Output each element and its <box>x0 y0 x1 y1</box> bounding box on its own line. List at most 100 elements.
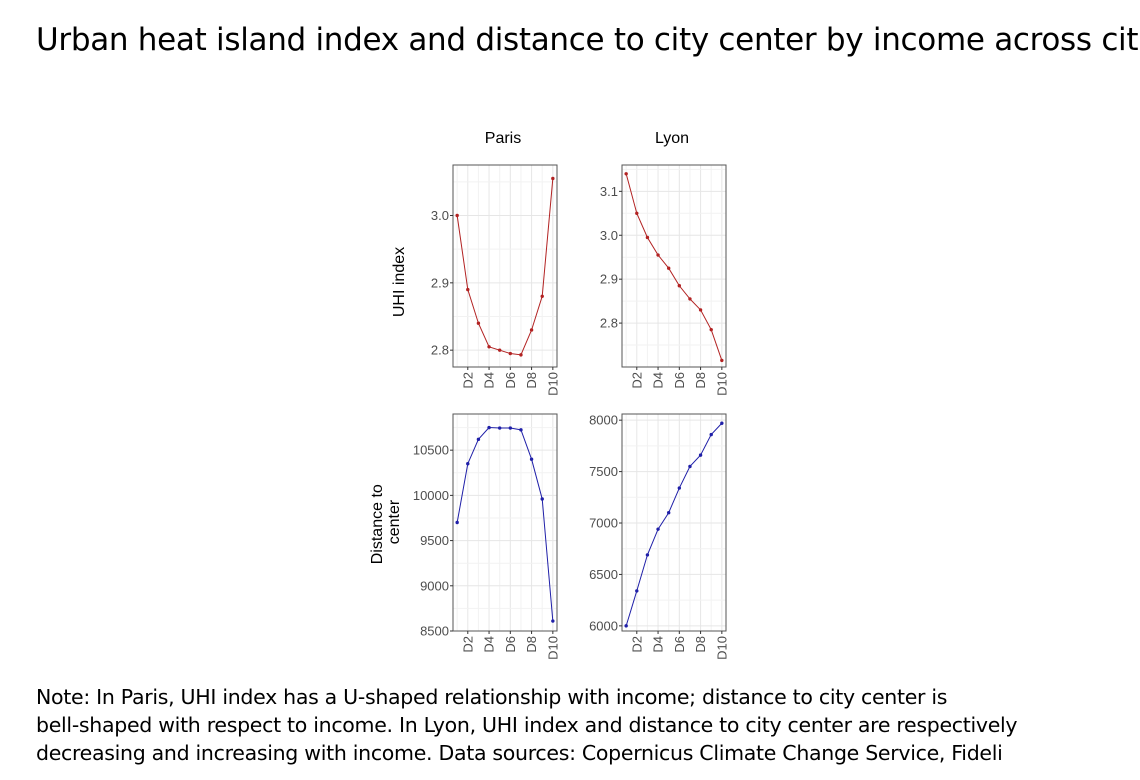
data-point <box>645 235 650 240</box>
faceted-line-chart: Paris Lyon UHI index Distance to center … <box>369 130 729 660</box>
panel-border <box>621 413 727 632</box>
note-line-2: bell-shaped with respect to income. In L… <box>36 713 1018 737</box>
note-text: Note: In Paris, UHI index has a U-shaped… <box>36 683 1116 767</box>
x-tick-label: D10 <box>714 636 729 660</box>
data-point <box>698 453 703 457</box>
row-label-distance-to-center: Distance to center <box>369 480 403 565</box>
data-point <box>656 253 660 257</box>
data-point <box>466 287 470 292</box>
data-point <box>508 426 513 430</box>
y-tick-label: 3.0 <box>600 228 618 243</box>
panel-lyon-uhi: 2.8 2.9 3.0 3.1 D2 D4 D6 D8 D10 <box>600 164 729 396</box>
facet-title-lyon: Lyon <box>655 130 689 147</box>
data-point <box>519 428 523 432</box>
y-tick-label: 7500 <box>589 464 618 479</box>
data-point <box>635 589 639 593</box>
data-point <box>677 486 682 490</box>
data-point <box>540 294 544 298</box>
data-point <box>529 457 534 461</box>
x-tick-label: D10 <box>545 636 560 660</box>
panel-background <box>622 165 726 367</box>
page-title: Urban heat island index and distance to … <box>36 22 1140 58</box>
x-tick-label: D6 <box>503 372 518 389</box>
data-point <box>529 328 534 332</box>
row-label-uhi-index: UHI index <box>391 247 408 317</box>
data-point <box>540 497 544 501</box>
data-point <box>519 353 523 357</box>
data-point <box>487 425 491 430</box>
facet-title-paris: Paris <box>485 130 521 147</box>
data-point <box>698 308 703 312</box>
data-point <box>635 211 639 216</box>
panel-paris-distance: 8500 9000 9500 10000 10500 D2 D4 D6 D8 D10 <box>413 413 560 660</box>
x-tick-label: D6 <box>503 636 518 653</box>
x-tick-label: D4 <box>482 372 497 389</box>
panel-lyon-distance: 6000 6500 7000 7500 8000 D2 D4 D6 D8 D10 <box>589 413 729 660</box>
data-point <box>720 421 724 425</box>
y-tick-label: 7000 <box>589 516 618 531</box>
x-tick-label: D4 <box>651 636 666 653</box>
data-point <box>476 437 481 442</box>
note-line-1: Note: In Paris, UHI index has a U-shaped… <box>36 685 948 709</box>
x-tick-label: D8 <box>693 372 708 389</box>
panel-border <box>452 164 558 368</box>
x-tick-label: D2 <box>629 636 644 653</box>
x-tick-label: D8 <box>524 636 539 653</box>
y-tick-label: 6000 <box>589 618 618 633</box>
panel-border <box>452 413 558 632</box>
x-tick-label: D2 <box>460 372 475 389</box>
data-point <box>677 284 682 288</box>
row-label-distance-line-2: center <box>386 499 403 544</box>
data-point <box>624 172 628 176</box>
data-point <box>656 527 660 531</box>
data-point <box>487 345 491 349</box>
data-point <box>709 432 713 437</box>
x-tick-label: D2 <box>629 372 644 389</box>
x-tick-label: D8 <box>693 636 708 653</box>
x-tick-label: D6 <box>672 636 687 653</box>
y-tick-label: 9500 <box>420 533 449 548</box>
y-tick-label: 3.1 <box>600 184 618 199</box>
panel-background <box>453 165 557 367</box>
data-point <box>497 426 502 430</box>
panel-border <box>621 164 727 368</box>
data-point <box>624 624 628 628</box>
data-point <box>720 358 724 363</box>
y-tick-label: 8500 <box>420 624 449 639</box>
data-point <box>551 619 555 623</box>
y-tick-label: 2.9 <box>431 275 449 290</box>
series-line <box>625 422 723 627</box>
series-line <box>456 427 554 622</box>
data-point <box>551 176 555 181</box>
y-tick-label: 2.9 <box>600 272 618 287</box>
data-point <box>455 520 459 525</box>
x-tick-label: D10 <box>714 372 729 396</box>
y-tick-label: 2.8 <box>431 343 449 358</box>
series-line <box>625 173 723 361</box>
data-point <box>666 511 671 515</box>
y-tick-label: 8000 <box>589 413 618 428</box>
x-tick-label: D2 <box>460 636 475 653</box>
x-tick-label: D6 <box>672 372 687 389</box>
x-tick-label: D10 <box>545 372 560 396</box>
note-line-3: decreasing and increasing with income. D… <box>36 741 1003 765</box>
data-point <box>645 553 650 557</box>
x-tick-label: D8 <box>524 372 539 389</box>
y-tick-label: 6500 <box>589 567 618 582</box>
series-line <box>456 178 554 356</box>
data-point <box>455 213 459 218</box>
y-tick-label: 10500 <box>413 443 449 458</box>
x-tick-label: D4 <box>482 636 497 653</box>
data-point <box>497 348 502 352</box>
panel-background <box>622 414 726 631</box>
data-point <box>666 266 671 270</box>
data-point <box>476 321 481 325</box>
data-point <box>709 327 713 332</box>
y-tick-label: 2.8 <box>600 316 618 331</box>
panel-background <box>453 414 557 631</box>
panel-paris-uhi: 2.8 2.9 3.0 D2 D4 D6 D8 D10 <box>431 164 560 396</box>
y-tick-label: 9000 <box>420 578 449 593</box>
data-point <box>688 297 692 301</box>
data-point <box>466 462 470 466</box>
y-tick-label: 3.0 <box>431 208 449 223</box>
